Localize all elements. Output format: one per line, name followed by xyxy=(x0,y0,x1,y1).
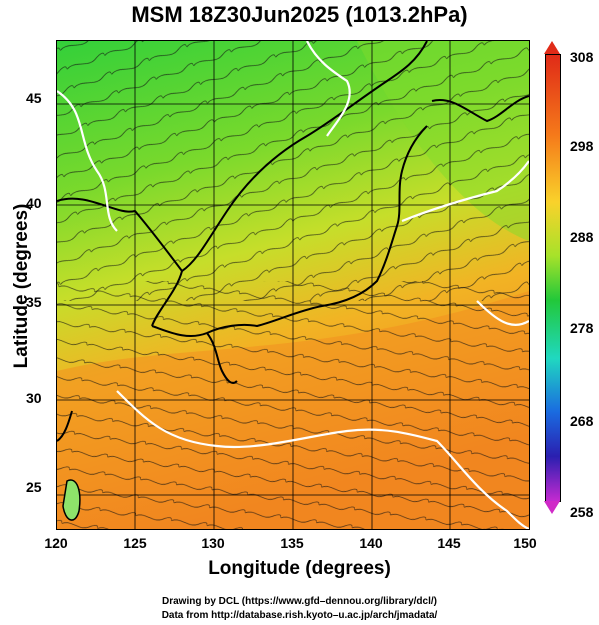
map-title: MSM 18Z30Jun2025 (1013.2hPa) xyxy=(131,2,468,27)
map-plot xyxy=(56,40,530,530)
x-tick-label: 130 xyxy=(201,535,225,551)
x-tick-label: 150 xyxy=(513,535,537,551)
y-tick-label: 25 xyxy=(26,479,42,495)
x-tick-label: 120 xyxy=(44,535,68,551)
x-tick-label: 140 xyxy=(359,535,383,551)
temperature-contours xyxy=(57,41,529,529)
x-axis-label: Longitude (degrees) xyxy=(208,558,391,579)
y-tick-label: 30 xyxy=(26,390,42,406)
y-tick-label: 35 xyxy=(26,294,42,310)
colorbar-max-arrow xyxy=(544,41,560,54)
colorbar xyxy=(545,54,561,502)
colorbar-tick: 278 xyxy=(570,320,594,336)
credit-data: Data from http://database.rish.kyoto–u.a… xyxy=(161,610,438,621)
y-axis-label: Latitude (degrees) xyxy=(11,203,32,369)
x-tick-label: 125 xyxy=(123,535,147,551)
coastlines xyxy=(57,41,529,442)
colorbar-tick: 298 xyxy=(570,138,594,154)
credit-drawing: Drawing by DCL (https://www.gfd–dennou.o… xyxy=(161,596,437,607)
colorbar-tick: 258 xyxy=(570,504,594,520)
y-tick-label: 45 xyxy=(26,90,42,106)
y-tick-label: 40 xyxy=(26,195,42,211)
colorbar-tick: 288 xyxy=(570,229,594,245)
colorbar-tick: 308 xyxy=(570,49,594,65)
x-tick-label: 135 xyxy=(280,535,304,551)
x-tick-label: 145 xyxy=(437,535,461,551)
colorbar-tick: 268 xyxy=(570,413,594,429)
temperature-field xyxy=(57,41,529,529)
colorbar-min-arrow xyxy=(544,501,560,514)
